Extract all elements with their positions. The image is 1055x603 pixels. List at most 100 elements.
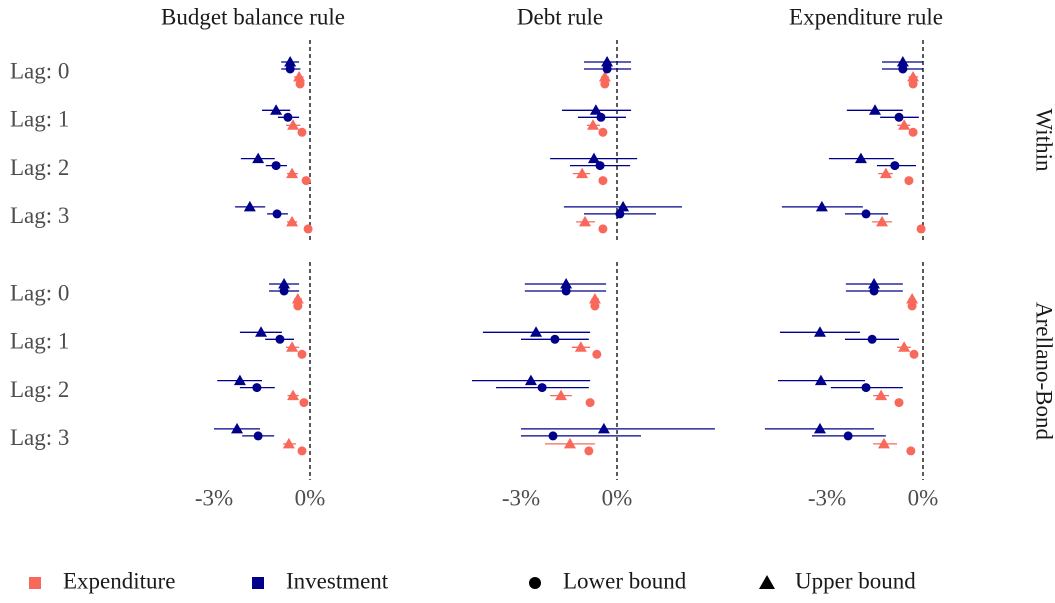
category-label: Lag: 3 [10,425,69,450]
point [908,127,918,137]
point [588,293,601,304]
point [297,349,307,359]
point [876,215,889,227]
point [898,119,911,130]
x-tick-label: -3% [502,485,540,510]
point [879,167,892,179]
point [813,326,826,337]
point [233,374,246,386]
point [270,104,283,115]
legend-label: Expenditure [63,568,175,593]
point [890,161,900,171]
x-tick-label: 0% [908,485,939,510]
category-label: Lag: 2 [10,377,69,402]
x-tick-label: -3% [195,485,233,510]
point [299,398,309,408]
point [597,422,610,434]
point [907,301,917,311]
point [293,301,303,311]
category-label: Lag: 3 [10,203,69,228]
point [286,167,299,179]
point [875,389,888,401]
category-label: Lag: 1 [10,329,69,354]
point [589,104,602,115]
point [291,293,304,304]
point [908,79,918,89]
point [275,334,285,344]
category-label: Lag: 0 [10,280,69,305]
legend-label: Investment [286,568,389,593]
point [861,383,871,393]
point [906,446,916,456]
point [287,119,300,130]
point [576,167,589,179]
point [598,224,608,234]
column-title: Budget balance rule [161,4,345,29]
point [877,437,890,449]
point [894,112,904,122]
point [843,431,853,441]
point [537,383,547,393]
legend-shape [529,577,541,589]
point [869,286,879,296]
point [283,112,293,122]
point [600,79,610,89]
point [598,176,608,186]
point [255,326,268,337]
point [560,278,573,289]
point [602,64,612,74]
point [252,383,262,393]
point [579,215,591,227]
point [894,398,904,408]
point [598,127,608,137]
point [297,127,307,137]
column-title: Expenditure rule [789,4,943,29]
point [590,301,600,311]
point [854,152,867,164]
point [548,431,558,441]
point [303,224,313,234]
point [587,119,599,130]
point [867,334,877,344]
point [530,326,543,337]
point [279,286,289,296]
point [598,71,611,82]
point [574,341,587,352]
point [585,398,595,408]
point [896,56,909,67]
point [587,152,600,164]
point [596,112,606,122]
point [284,56,297,67]
legend-shape [759,575,775,589]
point [813,422,826,434]
point [272,209,282,219]
point [295,79,305,89]
point [601,56,614,67]
x-tick-label: 0% [602,485,633,510]
point [898,64,908,74]
point [907,71,920,82]
category-label: Lag: 0 [10,58,69,83]
point [815,200,828,212]
point [595,161,605,171]
point [916,224,926,234]
category-label: Lag: 1 [10,107,69,132]
category-label: Lag: 2 [10,155,69,180]
point [861,209,871,219]
point [293,71,306,82]
legend-swatch [252,577,264,589]
point [906,293,919,304]
point [555,389,567,401]
point [617,200,630,212]
point [252,152,265,164]
point [286,215,299,227]
point [282,437,295,449]
point [904,176,914,186]
point [278,278,291,289]
point [285,64,295,74]
legend-label: Lower bound [563,568,687,593]
point [563,437,576,449]
point [550,334,560,344]
legend-label: Upper bound [795,568,916,593]
